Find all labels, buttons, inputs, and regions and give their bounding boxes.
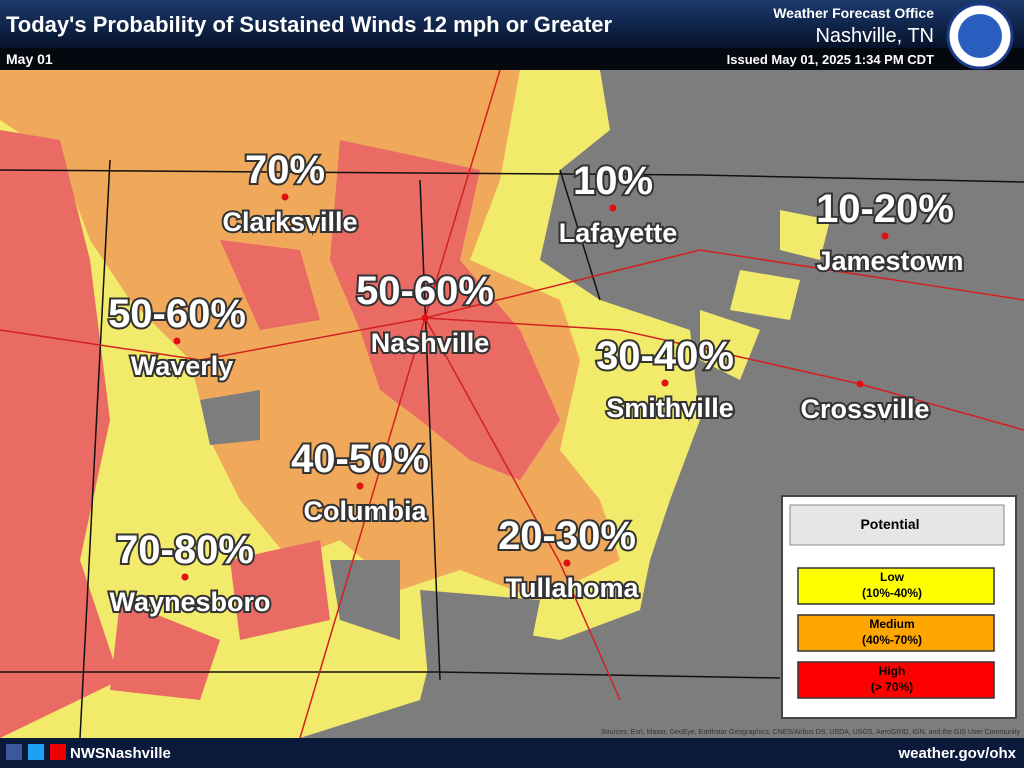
legend-range: (10%-40%) <box>862 586 922 600</box>
city-dot <box>881 232 889 240</box>
legend-label: Medium <box>869 617 914 631</box>
city-name: Clarksville <box>222 207 357 237</box>
city-dot <box>181 573 189 581</box>
city-name: Crossville <box>800 394 929 424</box>
city-name: Columbia <box>303 496 427 526</box>
header-bar <box>0 0 1024 48</box>
youtube-icon <box>50 744 66 760</box>
probability-label: 70-80% <box>116 528 254 572</box>
low-area <box>700 210 830 380</box>
facebook-icon <box>6 744 22 760</box>
legend-header <box>789 504 1005 546</box>
date: May 01 <box>6 51 53 67</box>
legend-swatch <box>797 614 995 652</box>
website: weather.gov/ohx <box>897 745 1016 762</box>
attribution: Sources: Esri, Maxar, GeoEye, Earthstar … <box>601 729 1020 736</box>
city-dot <box>173 337 181 345</box>
location: Nashville, TN <box>815 25 934 47</box>
city-dot <box>563 559 571 567</box>
legend-range: (> 70%) <box>871 680 913 694</box>
twitter-icon <box>28 744 44 760</box>
probability-label: 10% <box>573 159 653 203</box>
issued: Issued May 01, 2025 1:34 PM CDT <box>727 52 934 67</box>
high-area <box>0 130 120 738</box>
probability-label: 10-20% <box>816 187 954 231</box>
legend-items: Low (10%-40%) Medium (40%-70%) High (> 70%) <box>797 567 995 699</box>
city-labels: 70% Clarksville 10% Lafayette 10-20% Jamestow… <box>106 146 965 619</box>
city-name: Tullahoma <box>505 573 639 603</box>
gray-area <box>200 390 540 700</box>
legend-title: Potential <box>860 516 919 532</box>
city-name: Lafayette <box>559 218 678 248</box>
city-dot <box>356 482 364 490</box>
probability-label: 20-30% <box>498 514 636 558</box>
office: Weather Forecast Office <box>773 5 934 21</box>
probability-label: 50-60% <box>356 269 494 313</box>
city-dot <box>856 380 864 388</box>
probability-label: 30-40% <box>596 334 734 378</box>
city-name: Smithville <box>606 393 734 423</box>
legend-label: High <box>879 664 906 678</box>
high-area <box>330 140 560 480</box>
boundary-line <box>0 159 1024 739</box>
legend-swatch <box>797 661 995 699</box>
city-dot <box>609 204 617 212</box>
city-dot <box>421 314 429 322</box>
city-dot <box>281 193 289 201</box>
title: Today's Probability of Sustained Winds 1… <box>6 12 613 37</box>
legend-label: Low <box>880 570 905 584</box>
probability-label: 40-50% <box>291 437 429 481</box>
probability-label: 50-60% <box>108 292 246 336</box>
city-dot <box>661 379 669 387</box>
social: NWSNashville <box>70 745 171 762</box>
city-name: Waynesboro <box>109 587 270 617</box>
legend-range: (40%-70%) <box>862 633 922 647</box>
probability-label: 70% <box>245 148 325 192</box>
footer-bar <box>0 738 1024 768</box>
city-name: Jamestown <box>816 246 963 276</box>
legend-swatch <box>797 567 995 605</box>
nws-logo-inner <box>958 14 1002 58</box>
highway <box>0 69 1024 739</box>
date-bar <box>0 48 1024 70</box>
high-area <box>110 240 330 700</box>
city-name: Nashville <box>371 328 490 358</box>
city-name: Waverly <box>131 351 234 381</box>
